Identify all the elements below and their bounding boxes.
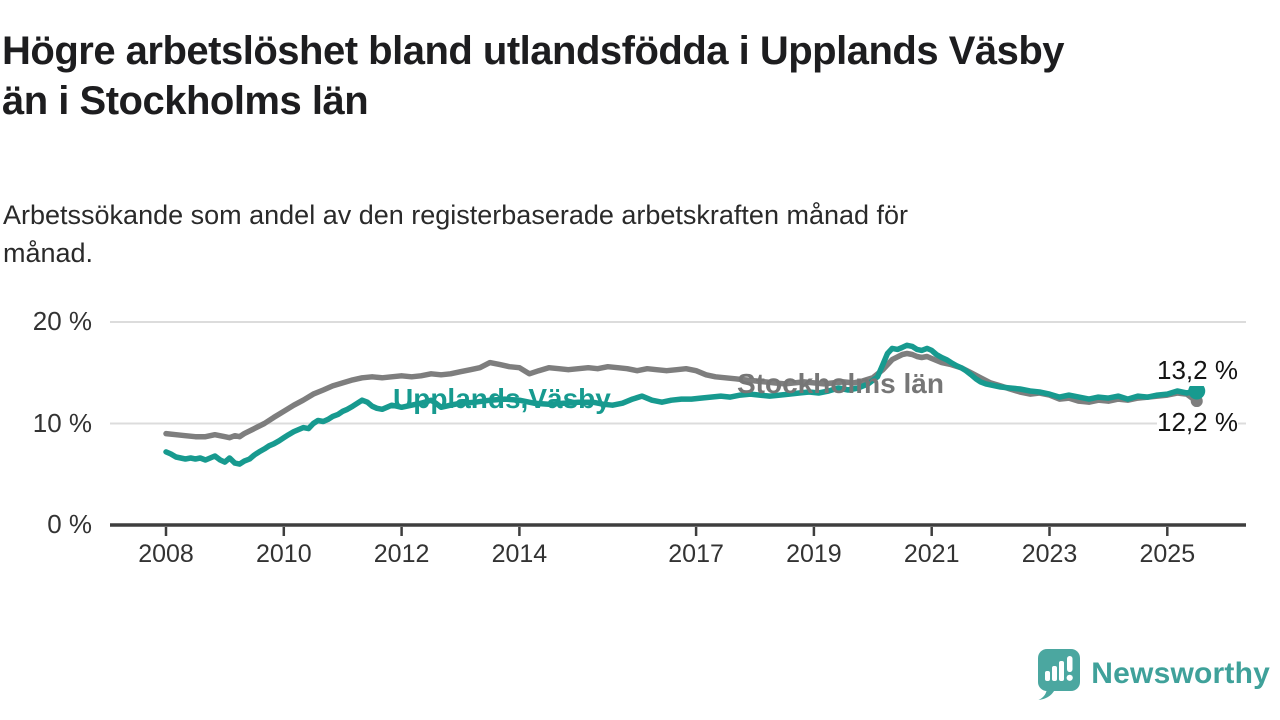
x-tick-label: 2023 — [1021, 540, 1078, 568]
newsworthy-logo: Newsworthy — [1035, 648, 1270, 700]
page-title-line-2: än i Stockholms län — [2, 79, 369, 123]
x-tick-label: 2019 — [786, 540, 842, 568]
y-tick-label: 20 % — [32, 306, 92, 336]
x-tick-label: 2010 — [255, 540, 312, 568]
series-line-upplands-vasby — [163, 342, 1200, 467]
x-tick-label: 2012 — [373, 540, 430, 568]
series-end-dot-stockholms-lan — [1190, 395, 1203, 408]
x-tick-label: 2021 — [903, 540, 960, 568]
end-value-label-stockholms-lan: 12,2 % — [1157, 407, 1238, 438]
chart-subtitle-line-2: månad. — [3, 238, 94, 268]
series-label-upplands-vasby: Upplands,Väsby — [393, 383, 611, 414]
page-title: Högre arbetslöshet bland utlandsfödda i … — [2, 26, 1278, 126]
x-tick-label: 2017 — [668, 540, 724, 568]
end-value-label-upplands-vasby: 13,2 % — [1157, 355, 1238, 386]
speech-bubble-bar-chart-icon — [1038, 649, 1081, 700]
series-line-stockholms-lan — [163, 350, 1200, 441]
y-tick-label: 0 % — [47, 509, 92, 539]
y-tick-label: 10 % — [32, 407, 92, 438]
x-tick-label: 2025 — [1139, 540, 1196, 568]
chart-subtitle-line-1: Arbetssökande som andel av den registerb… — [3, 200, 909, 230]
newsworthy-wordmark: Newsworthy — [1091, 657, 1270, 690]
x-tick-label: 2008 — [138, 540, 194, 568]
x-tick-label: 2014 — [491, 540, 548, 568]
series-label-stockholms-lan: Stockholms län — [737, 368, 944, 399]
chart-subtitle: Arbetssökande som andel av den registerb… — [3, 196, 1233, 272]
page-title-line-1: Högre arbetslöshet bland utlandsfödda i … — [2, 29, 1065, 73]
